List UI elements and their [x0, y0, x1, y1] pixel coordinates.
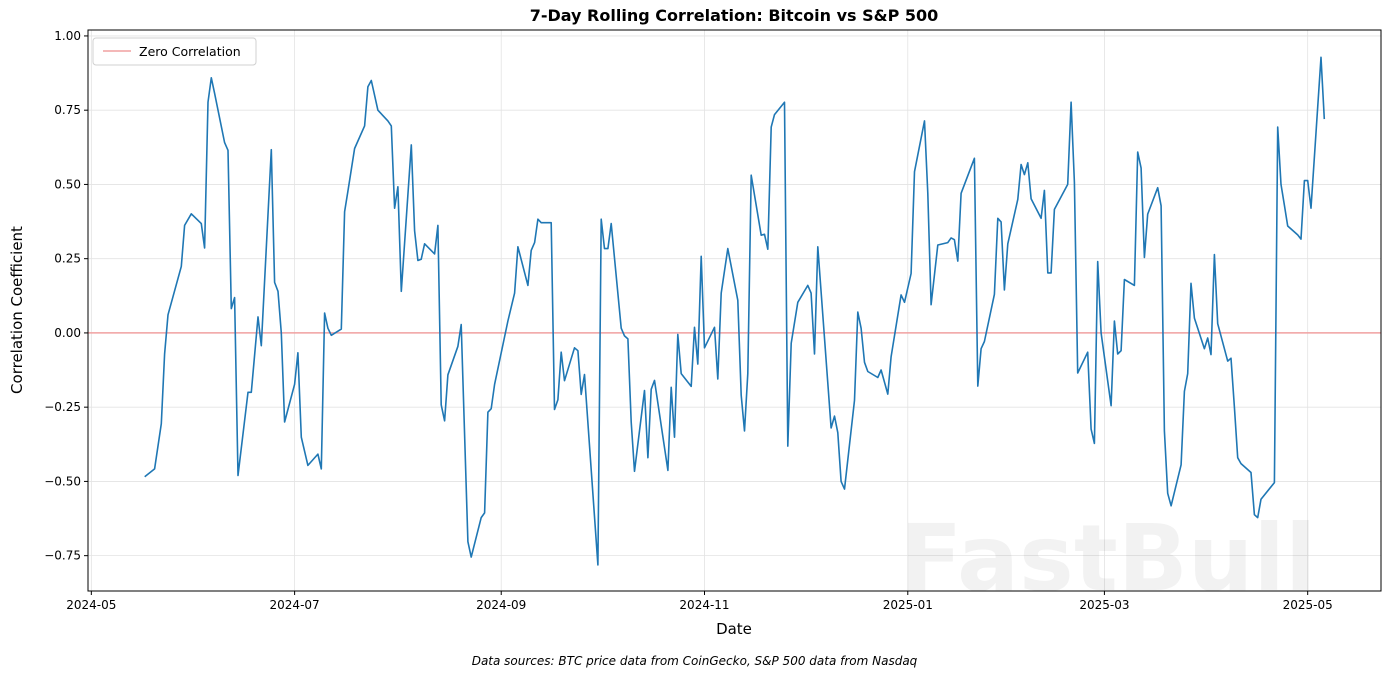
x-tick-label: 2024-05: [66, 598, 116, 612]
x-tick-label: 2025-05: [1283, 598, 1333, 612]
x-axis-label: Date: [716, 620, 752, 638]
legend-label: Zero Correlation: [139, 44, 241, 59]
y-tick-label: −0.50: [44, 474, 81, 488]
x-tick-label: 2025-01: [883, 598, 933, 612]
legend: Zero Correlation: [92, 37, 257, 66]
x-tick-label: 2024-07: [270, 598, 320, 612]
plot-frame: [87, 29, 1382, 592]
x-tick-label: 2025-03: [1079, 598, 1129, 612]
data-source-footer: Data sources: BTC price data from CoinGe…: [471, 654, 918, 668]
y-tick-label: 0.00: [54, 326, 81, 340]
y-tick-label: −0.25: [44, 400, 81, 414]
x-tick-label: 2024-11: [679, 598, 729, 612]
chart-title: 7-Day Rolling Correlation: Bitcoin vs S&…: [530, 6, 939, 25]
watermark-logo: FastBull: [900, 505, 1317, 612]
y-tick-label: 0.50: [54, 177, 81, 191]
y-axis-label: Correlation Coefficient: [8, 226, 26, 394]
y-tick-label: 1.00: [54, 29, 81, 43]
y-tick-label: 0.25: [54, 252, 81, 266]
axis-ticks: 2024-05 2024-07 2024-09 2024-11 2025-01 2025-…: [44, 29, 1333, 612]
y-tick-label: 0.75: [54, 103, 81, 117]
x-tick-label: 2024-09: [476, 598, 526, 612]
series-line: [144, 56, 1326, 566]
y-tick-label: −0.75: [44, 549, 81, 563]
